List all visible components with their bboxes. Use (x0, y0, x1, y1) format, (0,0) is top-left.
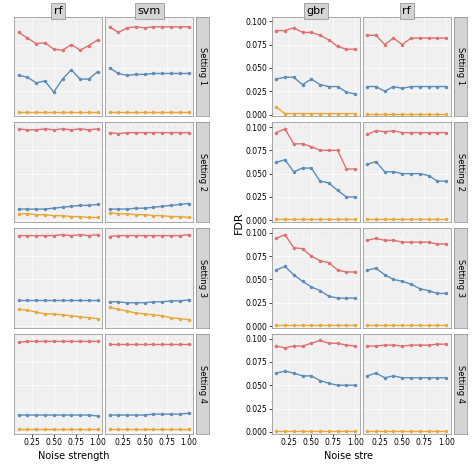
Title: rf: rf (402, 6, 411, 16)
Text: Setting 2: Setting 2 (198, 153, 207, 191)
Text: Setting 3: Setting 3 (456, 259, 465, 297)
Text: FDR: FDR (234, 211, 245, 234)
Title: rf: rf (54, 6, 63, 16)
Text: Setting 4: Setting 4 (456, 365, 465, 403)
Text: Setting 3: Setting 3 (198, 259, 207, 297)
Text: Setting 2: Setting 2 (456, 153, 465, 191)
Text: Setting 1: Setting 1 (456, 47, 465, 85)
Text: Setting 1: Setting 1 (198, 47, 207, 85)
Text: Noise strength: Noise strength (38, 451, 109, 461)
Title: svm: svm (137, 6, 161, 16)
Text: Setting 4: Setting 4 (198, 365, 207, 403)
Text: Noise stre: Noise stre (324, 451, 373, 461)
Title: gbr: gbr (306, 6, 325, 16)
